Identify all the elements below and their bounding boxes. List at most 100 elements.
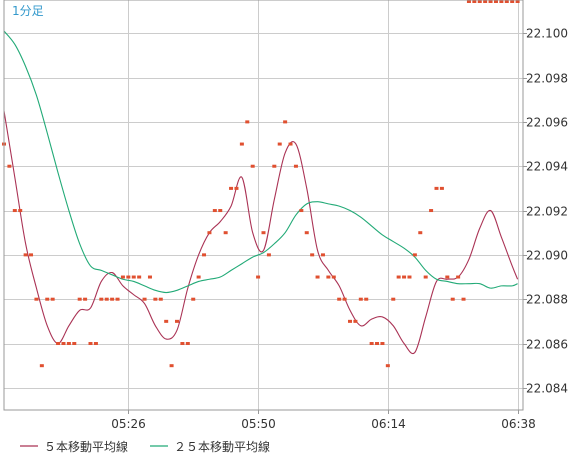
- x-axis-ticks: 05:26 05:50 06:14 06:38: [111, 410, 536, 431]
- price-point: [137, 275, 142, 279]
- price-point: [472, 0, 477, 3]
- ma5-line: [3, 110, 519, 355]
- price-point: [234, 186, 239, 190]
- price-point: [50, 297, 55, 301]
- price-point: [277, 142, 282, 146]
- price-point: [358, 297, 363, 301]
- price-point: [348, 319, 352, 323]
- price-point: [385, 364, 390, 368]
- y-axis-ticks: 22.084 22.086 22.088 22.090 22.092 22.094 22.0…: [523, 27, 568, 396]
- price-point: [499, 0, 504, 3]
- price-point: [7, 164, 12, 168]
- price-point: [493, 0, 498, 3]
- y-tick-label: 22.096: [526, 116, 568, 130]
- price-point: [418, 231, 423, 235]
- price-point: [375, 342, 380, 346]
- price-point: [126, 275, 131, 279]
- price-point: [153, 297, 158, 301]
- price-point: [99, 297, 104, 301]
- price-point: [110, 297, 115, 301]
- legend-ma5-label: ５本移動平均線: [44, 439, 128, 454]
- ma25-line: [3, 30, 518, 294]
- price-point: [304, 231, 309, 235]
- price-point: [115, 297, 120, 301]
- price-point: [364, 297, 369, 301]
- price-point: [77, 297, 82, 301]
- y-tick-label: 22.094: [526, 160, 568, 174]
- price-point: [288, 142, 293, 146]
- price-point: [147, 275, 152, 279]
- price-point: [450, 297, 455, 301]
- price-point: [88, 342, 93, 346]
- price-point: [185, 342, 190, 346]
- price-point: [207, 231, 212, 235]
- price-point: [245, 120, 250, 124]
- legend-ma25-label: ２５本移動平均線: [174, 439, 270, 454]
- y-tick-label: 22.092: [526, 205, 568, 219]
- price-point: [283, 120, 288, 124]
- price-point: [45, 297, 50, 301]
- price-point: [229, 186, 234, 190]
- price-point: [223, 231, 228, 235]
- price-point: [407, 275, 412, 279]
- price-point: [34, 297, 39, 301]
- price-point: [29, 253, 34, 257]
- price-point: [466, 0, 471, 3]
- plot-frame: [3, 0, 524, 411]
- x-tick-label: 05:50: [241, 417, 276, 431]
- price-point: [412, 253, 417, 257]
- price-point: [72, 342, 77, 346]
- y-tick-label: 22.090: [526, 249, 568, 263]
- price-point: [369, 342, 374, 346]
- y-tick-label: 22.088: [526, 293, 568, 307]
- price-point: [202, 253, 207, 257]
- price-point: [142, 297, 147, 301]
- price-point: [266, 253, 271, 257]
- price-point: [83, 297, 88, 301]
- price-point: [515, 0, 520, 3]
- price-point: [212, 209, 217, 213]
- price-point: [272, 164, 277, 168]
- price-point: [488, 0, 493, 3]
- y-tick-label: 22.098: [526, 72, 568, 86]
- price-point: [169, 364, 174, 368]
- price-point: [293, 164, 298, 168]
- price-point: [250, 164, 255, 168]
- y-tick-label: 22.086: [526, 338, 568, 352]
- price-point: [131, 275, 136, 279]
- y-tick-label: 22.100: [526, 27, 568, 41]
- price-point: [434, 186, 439, 190]
- price-point: [456, 275, 461, 279]
- price-point: [261, 231, 266, 235]
- price-point: [326, 275, 331, 279]
- price-point: [315, 275, 320, 279]
- price-point: [120, 275, 125, 279]
- price-point: [180, 342, 185, 346]
- price-point: [23, 253, 28, 257]
- grid: [4, 0, 523, 410]
- price-point: [175, 319, 179, 323]
- price-point: [337, 297, 342, 301]
- price-point: [66, 342, 71, 346]
- price-point: [423, 275, 428, 279]
- price-point: [196, 275, 201, 279]
- price-point: [429, 209, 434, 213]
- price-points: [2, 0, 520, 368]
- price-point: [320, 253, 325, 257]
- price-point: [483, 0, 488, 3]
- price-point: [477, 0, 482, 3]
- price-point: [256, 275, 261, 279]
- price-point: [380, 342, 385, 346]
- x-tick-label: 05:26: [111, 417, 146, 431]
- price-point: [158, 297, 163, 301]
- price-point: [342, 297, 347, 301]
- price-point: [402, 275, 407, 279]
- price-point: [439, 186, 444, 190]
- price-point: [391, 297, 396, 301]
- price-point: [218, 209, 223, 213]
- price-point: [61, 342, 66, 346]
- price-point: [239, 142, 244, 146]
- price-point: [504, 0, 509, 3]
